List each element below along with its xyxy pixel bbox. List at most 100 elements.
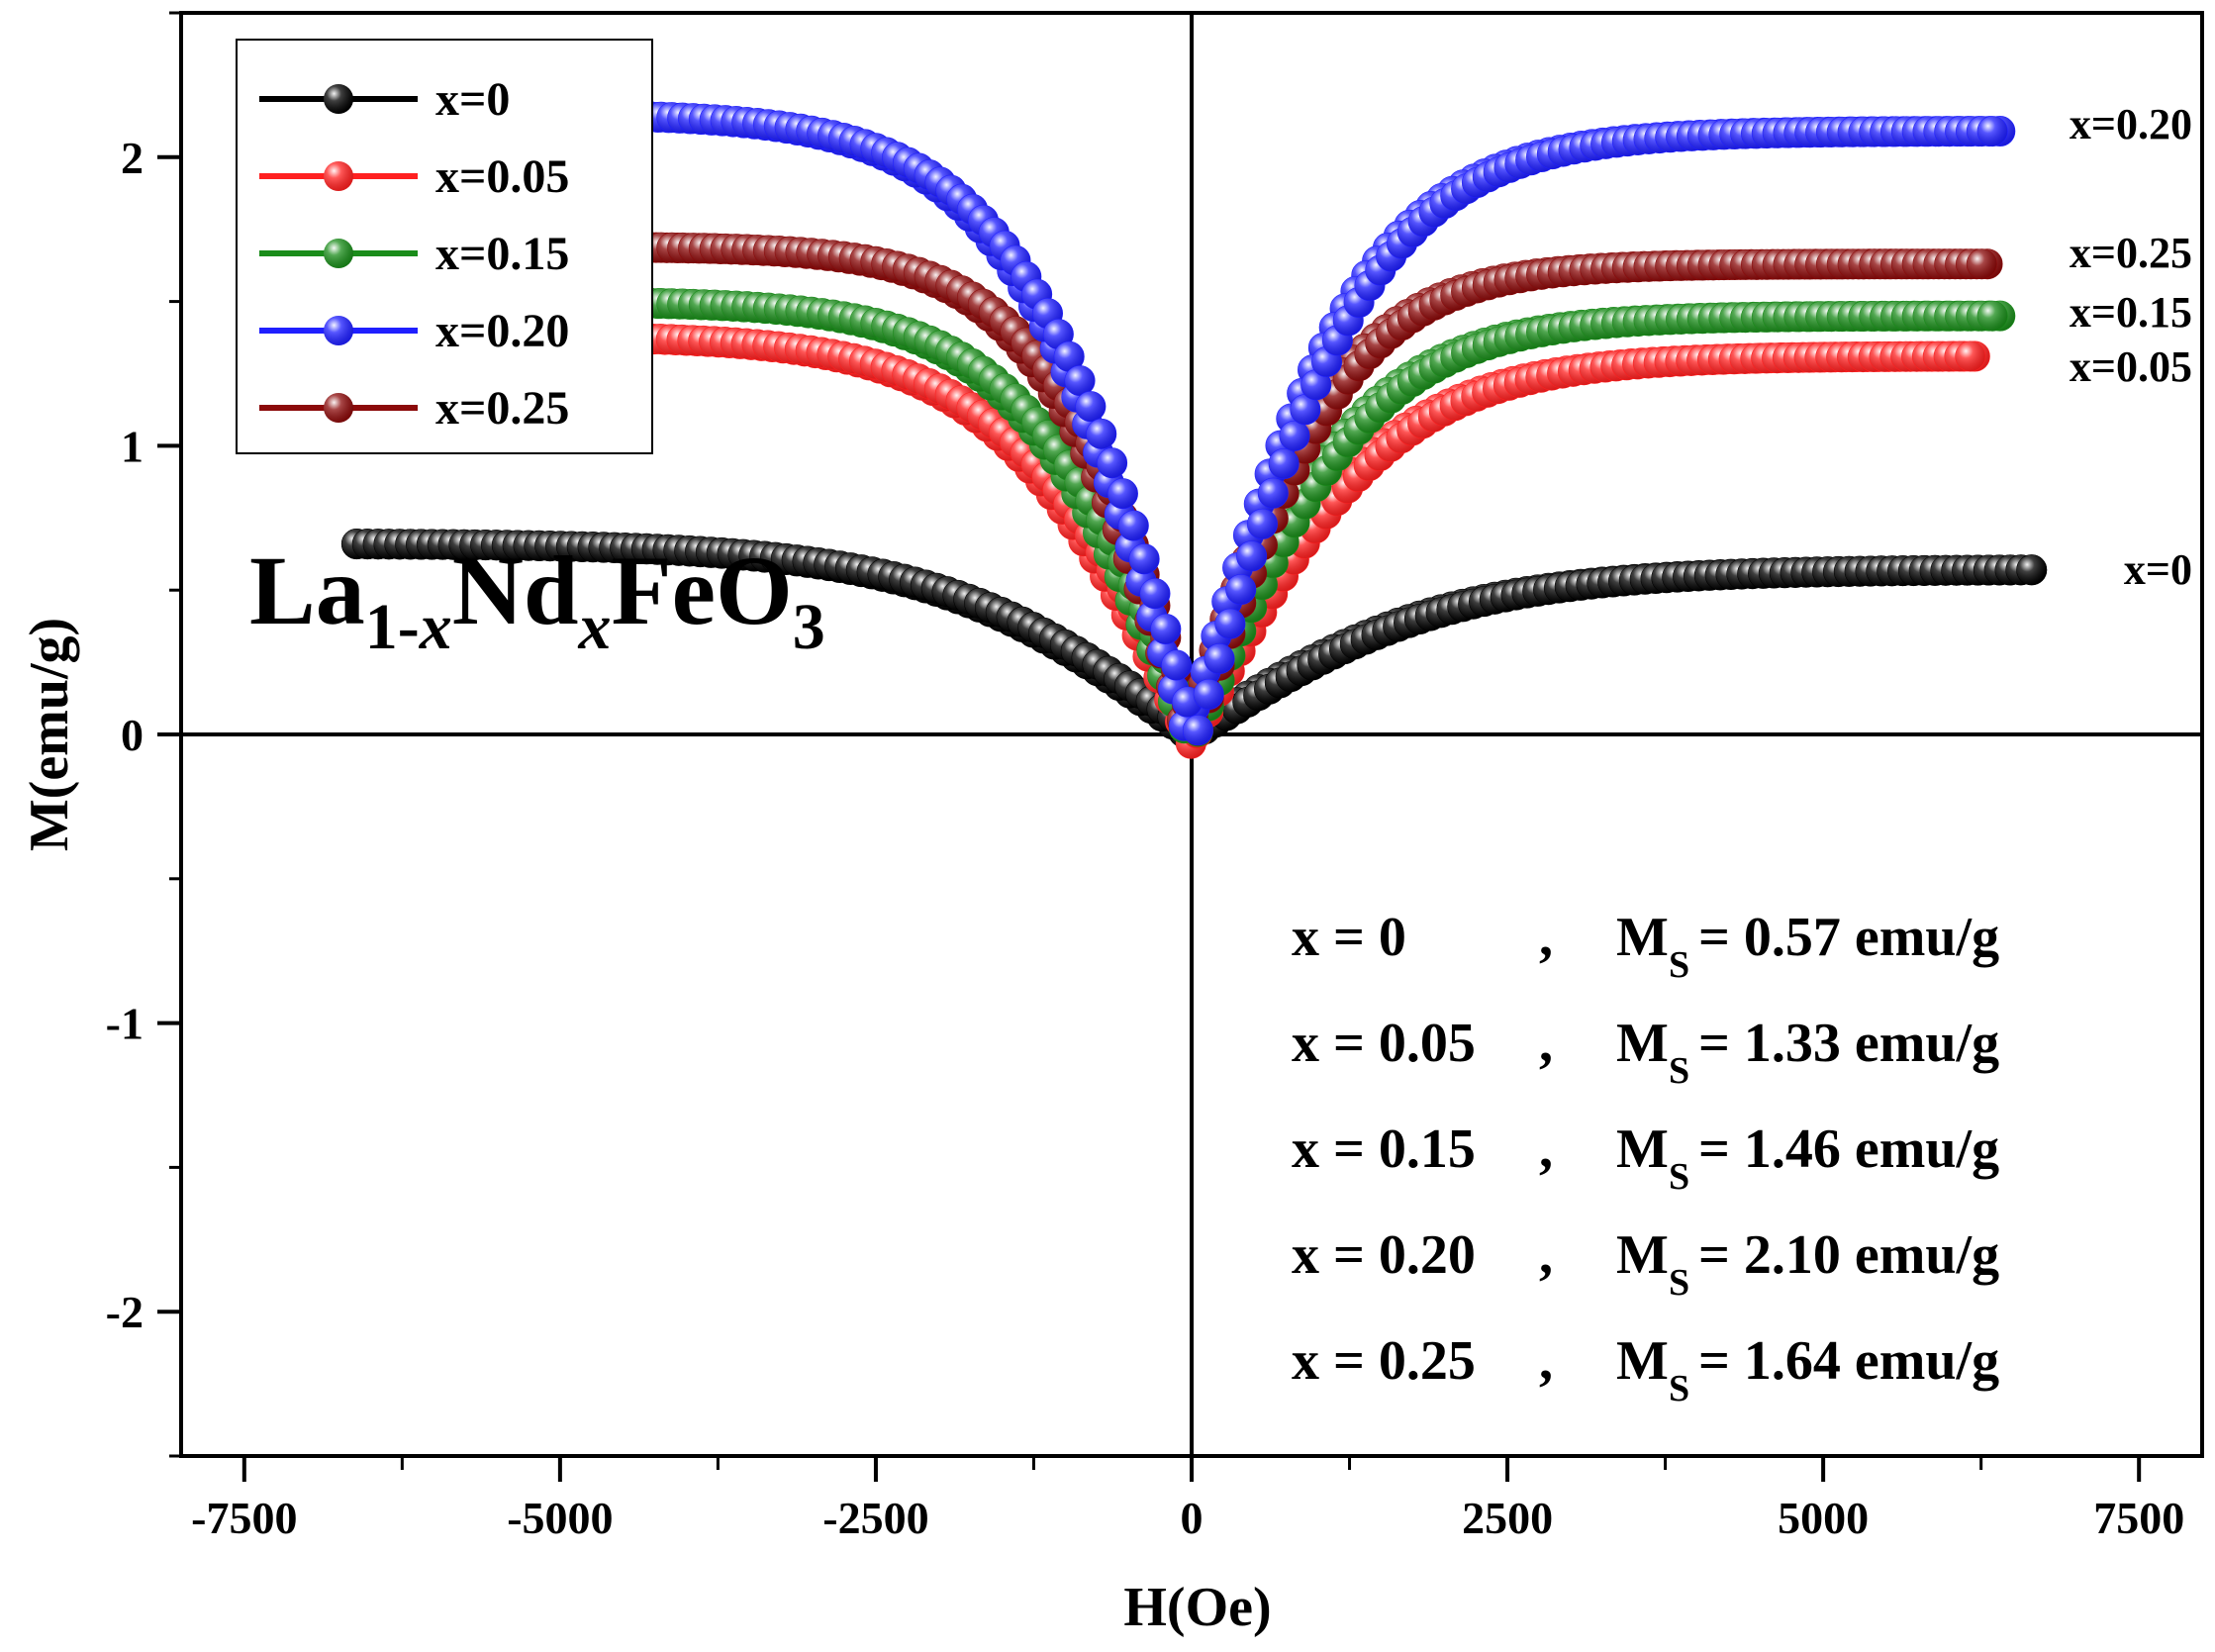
data-point-highlight (1086, 419, 1116, 449)
data-point-highlight (1977, 301, 2008, 332)
ms-symbol: M (1616, 1118, 1669, 1180)
legend: x=0 x=0.05 x=0.15 x=0.20 x=0.25 (236, 39, 653, 454)
data-point-highlight (1065, 365, 1096, 396)
ms-symbol: M (1616, 1330, 1669, 1392)
ms-separator: , (1539, 907, 1553, 968)
legend-marker-highlight (324, 161, 353, 191)
legend-entry: x=0 (259, 73, 510, 126)
end-label: x=0 (2124, 545, 2192, 594)
legend-label: x=0.25 (435, 382, 569, 435)
data-point-highlight (1054, 341, 1085, 372)
legend-entry: x=0.05 (259, 150, 569, 203)
data-point-highlight (1236, 540, 1267, 571)
data-point-highlight (1977, 116, 2008, 146)
legend-entry: x=0.15 (259, 228, 569, 280)
ms-subscript: S (1669, 1368, 1689, 1409)
curve-end-labels: x=0 x=0.05 x=0.15 x=0.20 x=0.25 (2070, 100, 2192, 594)
data-point-highlight (1204, 643, 1235, 674)
ms-symbol: M (1616, 907, 1669, 968)
ms-symbol: M (1616, 1013, 1669, 1074)
x-tick-label: -7500 (191, 1493, 297, 1543)
ms-composition: x = 0.20 (1292, 1224, 1476, 1286)
ms-symbol: M (1616, 1224, 1669, 1286)
ms-separator: , (1539, 1013, 1553, 1074)
legend-label: x=0 (435, 73, 510, 126)
x-axis-label: H(Oe) (1123, 1577, 1271, 1638)
ms-value: = 1.64 emu/g (1698, 1330, 1999, 1392)
ms-subscript: S (1669, 1050, 1689, 1092)
ms-separator: , (1539, 1118, 1553, 1180)
data-point-highlight (1955, 341, 1985, 372)
x-tick-label: 0 (1181, 1493, 1204, 1543)
data-point-highlight (1161, 650, 1192, 681)
y-tick-label: -1 (106, 999, 144, 1049)
ms-value: = 0.57 emu/g (1698, 907, 1999, 968)
ms-row: x = 0.25, M S = 1.64 emu/g (1292, 1330, 1999, 1409)
data-point-highlight (1139, 578, 1170, 609)
ms-value: = 1.46 emu/g (1698, 1118, 1999, 1180)
ms-separator: , (1539, 1224, 1553, 1286)
legend-marker-highlight (324, 316, 353, 345)
data-point-highlight (1280, 421, 1310, 451)
ms-separator: , (1539, 1330, 1553, 1392)
x-tick-label: -2500 (822, 1493, 928, 1543)
y-tick-label: 2 (121, 133, 144, 183)
x-tick-label: 2500 (1462, 1493, 1553, 1543)
end-label: x=0.15 (2070, 288, 2192, 337)
axis-ticks: -7500 -5000 -2500 0 2500 5000 7500 -2 -1 0 1 2 (106, 11, 2184, 1543)
data-point-highlight (1300, 369, 1331, 400)
ms-row: x = 0.15, M S = 1.46 emu/g (1292, 1118, 1999, 1198)
legend-label: x=0.15 (435, 228, 569, 280)
legend-box (236, 39, 653, 454)
ms-row: x = 0.20, M S = 2.10 emu/g (1292, 1224, 1999, 1304)
data-point-highlight (1129, 543, 1160, 574)
x-tick-label: 7500 (2093, 1493, 2184, 1543)
legend-marker-highlight (324, 393, 353, 423)
end-label: x=0.20 (2070, 100, 2192, 148)
data-point-highlight (1097, 447, 1127, 478)
data-point-highlight (1247, 509, 1278, 539)
legend-entry: x=0.25 (259, 382, 569, 435)
ms-composition: x = 0.05 (1292, 1013, 1476, 1074)
ms-composition: x = 0.25 (1292, 1330, 1476, 1392)
legend-marker-highlight (324, 84, 353, 114)
y-axis-label: M(emu/g) (19, 618, 80, 851)
legend-entry: x=0.20 (259, 305, 569, 357)
data-point-highlight (1118, 511, 1149, 541)
legend-label: x=0.05 (435, 150, 569, 203)
legend-label: x=0.20 (435, 305, 569, 357)
x-tick-label: 5000 (1778, 1493, 1869, 1543)
x-tick-label: -5000 (507, 1493, 613, 1543)
data-point-highlight (1258, 478, 1289, 509)
data-point-highlight (1967, 248, 1997, 279)
ms-subscript: S (1669, 1156, 1689, 1198)
data-point-highlight (1225, 574, 1256, 605)
data-point-highlight (1108, 478, 1138, 509)
saturation-table: x = 0, M S = 0.57 emu/gx = 0.05, M S = 1.33 em… (1292, 907, 1999, 1409)
end-label: x=0.05 (2070, 342, 2192, 391)
compound-formula: La1-xNdxFeO3 (249, 535, 825, 663)
data-point-highlight (1214, 609, 1245, 639)
y-tick-label: -2 (106, 1287, 144, 1337)
data-point-highlight (1194, 679, 1224, 710)
ms-composition: x = 0 (1292, 907, 1406, 968)
data-point-highlight (1269, 448, 1300, 479)
y-tick-label: 0 (121, 710, 144, 760)
legend-marker-highlight (324, 239, 353, 268)
ms-row: x = 0, M S = 0.57 emu/g (1292, 907, 1999, 986)
data-point-highlight (1290, 394, 1320, 425)
end-label: x=0.25 (2070, 229, 2192, 277)
y-tick-label: 1 (121, 421, 144, 471)
ms-subscript: S (1669, 1262, 1689, 1304)
ms-value: = 1.33 emu/g (1698, 1013, 1999, 1074)
data-point-highlight (1150, 614, 1181, 644)
ms-row: x = 0.05, M S = 1.33 emu/g (1292, 1013, 1999, 1092)
ms-subscript: S (1669, 944, 1689, 986)
ms-composition: x = 0.15 (1292, 1118, 1476, 1180)
data-point-highlight (1183, 715, 1213, 745)
ms-value: = 2.10 emu/g (1698, 1224, 1999, 1286)
data-point-highlight (1043, 319, 1074, 349)
data-point-highlight (2016, 554, 2047, 585)
data-point-highlight (1075, 391, 1106, 422)
